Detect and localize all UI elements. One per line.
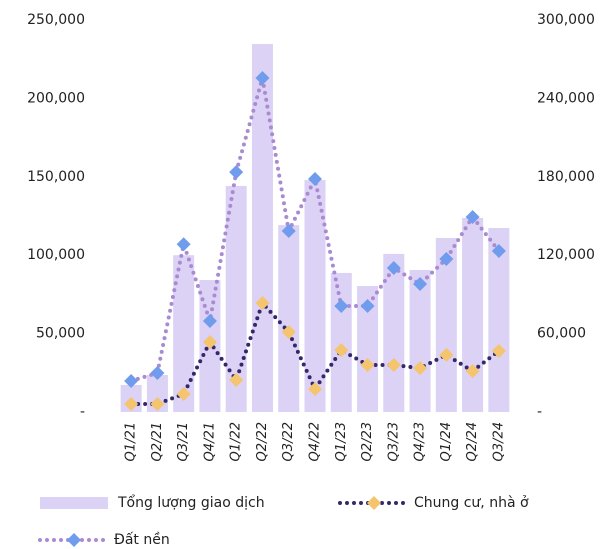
bar: [435, 237, 457, 412]
bar: [278, 225, 300, 412]
x-tick-label: Q3/24: [491, 422, 506, 461]
marker: [255, 71, 270, 86]
legend-swatch: [40, 497, 108, 509]
marker: [229, 373, 244, 388]
marker: [176, 386, 191, 401]
x-tick-label: Q2/23: [360, 422, 375, 461]
y2-tick-label: 60,000: [537, 326, 586, 342]
x-tick-label: Q1/23: [334, 422, 349, 461]
marker: [229, 165, 244, 180]
marker: [386, 357, 401, 372]
marker: [176, 237, 191, 252]
bar: [173, 255, 195, 412]
marker: [413, 277, 428, 292]
legend-label: Tổng lượng giao dịch: [117, 494, 265, 511]
bar: [462, 217, 484, 412]
bar: [225, 185, 247, 412]
marker: [124, 397, 139, 412]
marker: [465, 364, 480, 379]
bar: [409, 269, 431, 412]
x-tick-label: Q2/24: [465, 422, 480, 461]
y-tick-label: 100,000: [27, 247, 85, 263]
marker: [465, 209, 480, 224]
bar: [304, 180, 326, 412]
marker: [360, 299, 375, 314]
line: [129, 77, 501, 383]
y-tick-label: 50,000: [36, 326, 85, 342]
y2-tick-label: 180,000: [537, 169, 595, 185]
marker: [281, 224, 296, 239]
marker: [150, 365, 165, 380]
marker: [334, 299, 349, 314]
legend-marker: [67, 533, 81, 547]
marker: [491, 344, 506, 359]
x-tick-label: Q4/21: [202, 422, 217, 461]
y2-tick-label: 300,000: [537, 12, 595, 28]
x-tick-label: Q3/23: [386, 422, 401, 461]
marker: [491, 243, 506, 258]
marker: [255, 296, 270, 311]
marker: [360, 357, 375, 372]
x-tick-label: Q2/22: [255, 422, 270, 461]
marker: [281, 325, 296, 340]
marker: [308, 171, 322, 186]
marker: [150, 397, 165, 412]
bar: [383, 253, 405, 412]
y2-tick-label: 240,000: [537, 90, 595, 106]
marker: [202, 335, 217, 350]
marker: [439, 347, 454, 362]
x-tick-label: Q1/24: [439, 422, 454, 461]
bar: [330, 272, 352, 412]
marker: [124, 373, 139, 388]
bar: [251, 44, 273, 413]
x-tick-label: Q4/23: [413, 422, 428, 461]
legend-label: Chung cư, nhà ở: [414, 495, 529, 511]
x-tick-label: Q1/21: [124, 422, 139, 461]
y-tick-label: 150,000: [27, 169, 85, 185]
y-tick-label: -: [80, 404, 85, 420]
y2-tick-label: 120,000: [537, 247, 595, 263]
marker: [386, 261, 401, 276]
y-tick-label: 250,000: [27, 12, 85, 28]
x-tick-label: Q1/22: [229, 422, 244, 461]
y2-tick-label: -: [537, 404, 542, 420]
x-tick-label: Q3/21: [176, 422, 191, 461]
legend-marker: [367, 496, 381, 510]
x-tick-label: Q3/22: [281, 422, 296, 461]
x-tick-label: Q4/22: [308, 422, 323, 461]
marker: [334, 343, 349, 358]
marker: [439, 251, 454, 266]
marker: [413, 361, 428, 376]
x-tick-label: Q2/21: [150, 422, 165, 461]
marker: [308, 381, 322, 396]
marker: [202, 314, 217, 329]
legend-label: Đất nền: [114, 531, 170, 548]
bar: [357, 286, 379, 412]
bar: [488, 228, 510, 412]
y-tick-label: 200,000: [27, 90, 85, 106]
